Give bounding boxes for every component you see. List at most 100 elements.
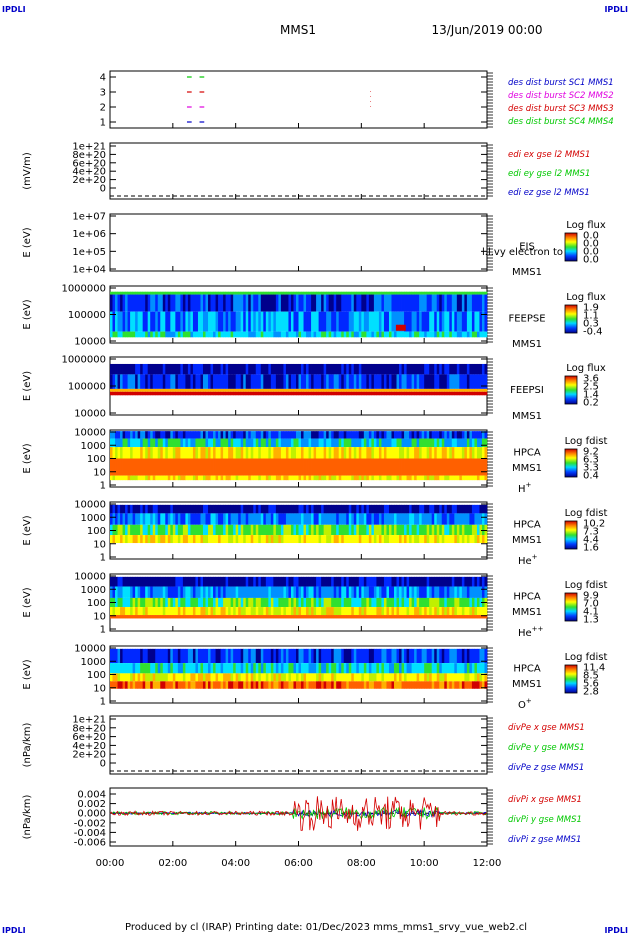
spectrogram-cell [263,294,267,312]
x-tick-label: 06:00 [284,858,313,869]
spectrogram-cell [253,458,257,476]
y-tick-label: 100000 [68,310,106,321]
spectrogram-cell [162,513,166,525]
spectrogram-cell [439,597,443,608]
spectrogram-cell [205,535,209,544]
spectrogram-cell [185,648,189,664]
spectrogram-cell [295,513,299,525]
y-tick-label: 10000 [74,337,106,348]
spectrogram-cell [195,615,199,619]
spectrogram-cell [338,504,342,514]
spectrogram-cell [213,374,216,389]
spectrogram-cell [243,524,247,536]
spectrogram-cell [459,388,463,392]
spectrogram-cell [150,388,154,392]
spectrogram-cell [210,681,214,689]
spectrogram-cell [358,331,362,338]
spectrogram-cell [343,331,347,338]
spectrogram-cell [230,294,234,312]
spectrogram-cell [459,673,463,682]
spectrogram-cell [311,504,314,514]
spectrogram-cell [160,311,164,332]
spectrogram-cell [356,615,360,619]
spectrogram-cell [331,458,335,476]
spectrogram-cell [434,681,438,689]
spectrogram-cell [376,663,380,674]
spectrogram-cell [265,597,269,608]
spectrogram-cell [479,524,483,536]
spectrogram-cell [479,648,483,664]
spectrogram-cell [180,388,184,392]
spectrogram-cell [381,663,385,674]
spectrogram-cell [288,431,292,439]
y-tick-label: 0.000 [77,809,106,820]
spectrogram-cell [391,388,395,392]
spectrogram-cell [243,586,247,598]
spectrogram-cell [250,458,254,476]
colorbar [564,448,578,478]
spectrogram-cell [218,513,221,525]
spectrogram-cell [170,291,174,295]
spectrogram-cell [328,615,332,619]
spectrogram-cell [396,431,400,439]
spectrogram-cell [388,388,392,392]
spectrogram-cell [290,391,294,396]
spectrogram-cell [476,607,480,616]
spectrogram-cell [373,458,377,476]
spectrogram-cell [471,504,475,514]
spectrogram-cell [202,374,206,389]
spectrogram-cell [225,388,229,392]
x-tick-label: 08:00 [347,858,376,869]
spectrogram-cell [200,294,204,312]
spectrogram-cell [250,607,254,616]
spectrogram-cell [416,438,420,448]
spectrogram-cell [326,535,330,544]
spectrogram-cell [404,535,407,544]
spectrogram-cell [260,586,264,598]
spectrogram-cell [346,535,350,544]
spectrogram-cell [200,458,204,476]
spectrogram-cell [253,331,257,338]
spectrogram-cell [469,607,473,616]
spectrogram-cell [182,586,186,598]
spectrogram-cell [406,431,410,439]
spectrogram-cell [140,431,144,439]
spectrogram-cell [338,475,342,481]
spectrogram-cell [250,524,254,536]
spectrogram-cell [404,475,407,481]
spectrogram-cell [248,524,252,536]
spectrogram-cell [449,513,453,525]
spectrogram-cell [230,663,234,674]
spectrogram-cell [313,681,317,689]
spectrogram-cell [353,586,357,598]
spectrogram-cell [323,438,327,448]
colorbar-tick-label: 3.6 [583,374,599,385]
spectrogram-cell [258,438,262,448]
spectrogram-cell [411,458,415,476]
spectrogram-cell [202,597,206,608]
spectrogram-cell [439,615,443,619]
spectrogram-cell [401,475,405,481]
spectrogram-cell [331,663,335,674]
spectrogram-cell [172,597,176,608]
spectrogram-cell [316,458,319,476]
spectrogram-cell [140,311,144,332]
spectrogram-cell [117,447,121,459]
spectrogram-cell [130,374,134,389]
spectrogram-cell [303,363,307,375]
spectrogram-cell [356,597,360,608]
spectrogram-cell [290,311,294,332]
spectrogram-cell [248,374,252,389]
spectrogram-cell [238,681,242,689]
spectrogram-cell [391,576,395,587]
spectrogram-cell [419,331,423,338]
spectrogram-cell [110,391,113,396]
spectrogram-cell [162,388,166,392]
spectrogram-cell [436,374,440,389]
spectrogram-cell [363,513,367,525]
spectrogram-cell [150,311,154,332]
spectrogram-cell [368,458,372,476]
spectrogram-cell [399,576,402,587]
spectrogram-cell [429,294,433,312]
spectrogram-cell [441,331,445,338]
